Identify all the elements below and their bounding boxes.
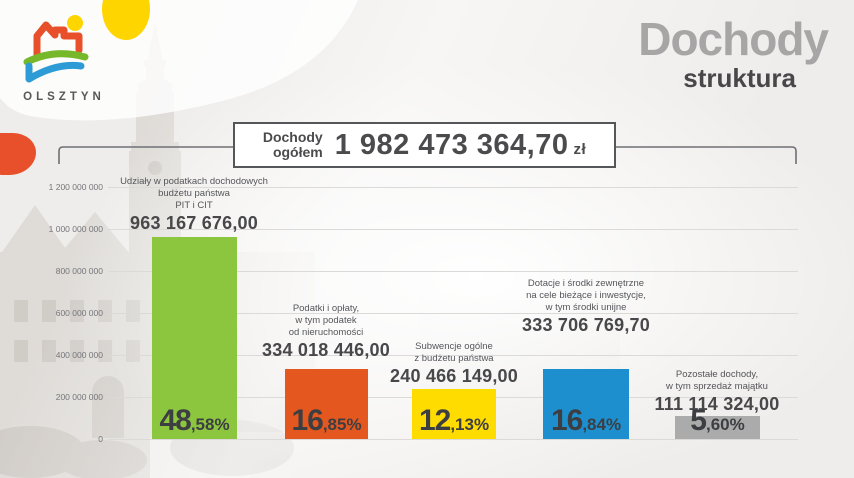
bar-label-line: na cele bieżące i inwestycje, [526,290,646,301]
bar-value-label: 963 167 676,00 [130,213,258,233]
bar-percent-label: 16,85% [291,404,362,437]
bar-label-line: Subwencje ogólne [415,341,493,352]
currency-label: zł [573,140,587,158]
page-title: Dochody [638,13,829,65]
gridline [108,187,798,188]
y-axis-tick-label: 1 200 000 000 [48,182,103,192]
bar-label-line: w tym środki unijne [545,302,627,313]
y-axis-tick-label: 0 [98,434,103,444]
bar-label-line: w tym podatek [295,315,357,326]
bar-label-line: Dotacje i środki zewnętrzne [527,278,645,289]
bar-pozostale: 5,60% [675,406,760,439]
bar-value-label: 334 018 446,00 [262,340,390,360]
bar-label-line: budżetu państwa [158,188,230,199]
bar-label-line: Pozostałe dochody, [675,369,759,380]
y-axis-tick-label: 1 000 000 000 [48,224,103,234]
bar-label-subwencje: Subwencje ogólne z budżetu państwa 240 4… [354,341,554,387]
y-axis-tick-label: 400 000 000 [55,350,103,360]
bar-value-label: 111 114 324,00 [654,394,780,414]
bar-label-line: Podatki i opłaty, [292,303,360,314]
bar-percent-label: 48,58% [159,404,230,437]
gridline [108,313,798,314]
bar-label-dotacje: Dotacje i środki zewnętrzne na cele bież… [476,278,696,336]
bar-value-label: 240 466 149,00 [390,366,518,386]
total-income-amount: 1 982 473 364,70 zł [335,129,586,162]
total-income-label: Dochody ogółem [263,130,323,160]
bar-podatki: 16,85% [285,369,368,439]
bar-label-pit-cit: Udziały w podatkach dochodowych budżetu … [74,176,314,234]
total-income-box: Dochody ogółem 1 982 473 364,70 zł [233,122,616,168]
title-block: Dochody struktura [638,13,829,93]
bar-label-line: od nieruchomości [288,327,364,338]
y-axis-tick-label: 200 000 000 [55,392,103,402]
y-axis-tick-label: 600 000 000 [55,308,103,318]
gridline [108,229,798,230]
total-amount-value: 1 982 473 364,70 [334,128,569,161]
bar-dotacje: 16,84% [543,369,629,439]
olsztyn-logo-icon [23,15,89,83]
bar-label-line: w tym sprzedaż majątku [666,381,768,392]
olsztyn-logo: OLSZTYN [14,6,110,103]
bar-pit-cit: 48,58% [152,237,237,439]
total-label-line1: Dochody [262,129,323,145]
bar-label-line: PIT i CIT [175,200,213,211]
gridline-baseline [108,439,798,440]
page-subtitle: struktura [683,63,796,93]
bar-subwencje: 12,13% [412,389,496,439]
total-label-line2: ogółem [272,144,323,160]
bar-value-label: 333 706 769,70 [522,315,650,335]
bar-percent-label: 12,13% [418,404,490,437]
bar-label-line: z budżetu państwa [414,353,494,364]
y-axis-tick-label: 800 000 000 [55,266,103,276]
bar-percent-label: 16,84% [550,404,622,437]
olsztyn-logo-text: OLSZTYN [23,91,105,103]
gridline [108,271,798,272]
bar-label-pozostale: Pozostałe dochody, w tym sprzedaż majątk… [617,369,817,415]
bar-label-podatki: Podatki i opłaty, w tym podatek od nieru… [226,303,426,361]
bar-label-line: Udziały w podatkach dochodowych [120,176,268,187]
bar-percent-label: 5,60% [690,404,745,437]
gridline [108,355,798,356]
